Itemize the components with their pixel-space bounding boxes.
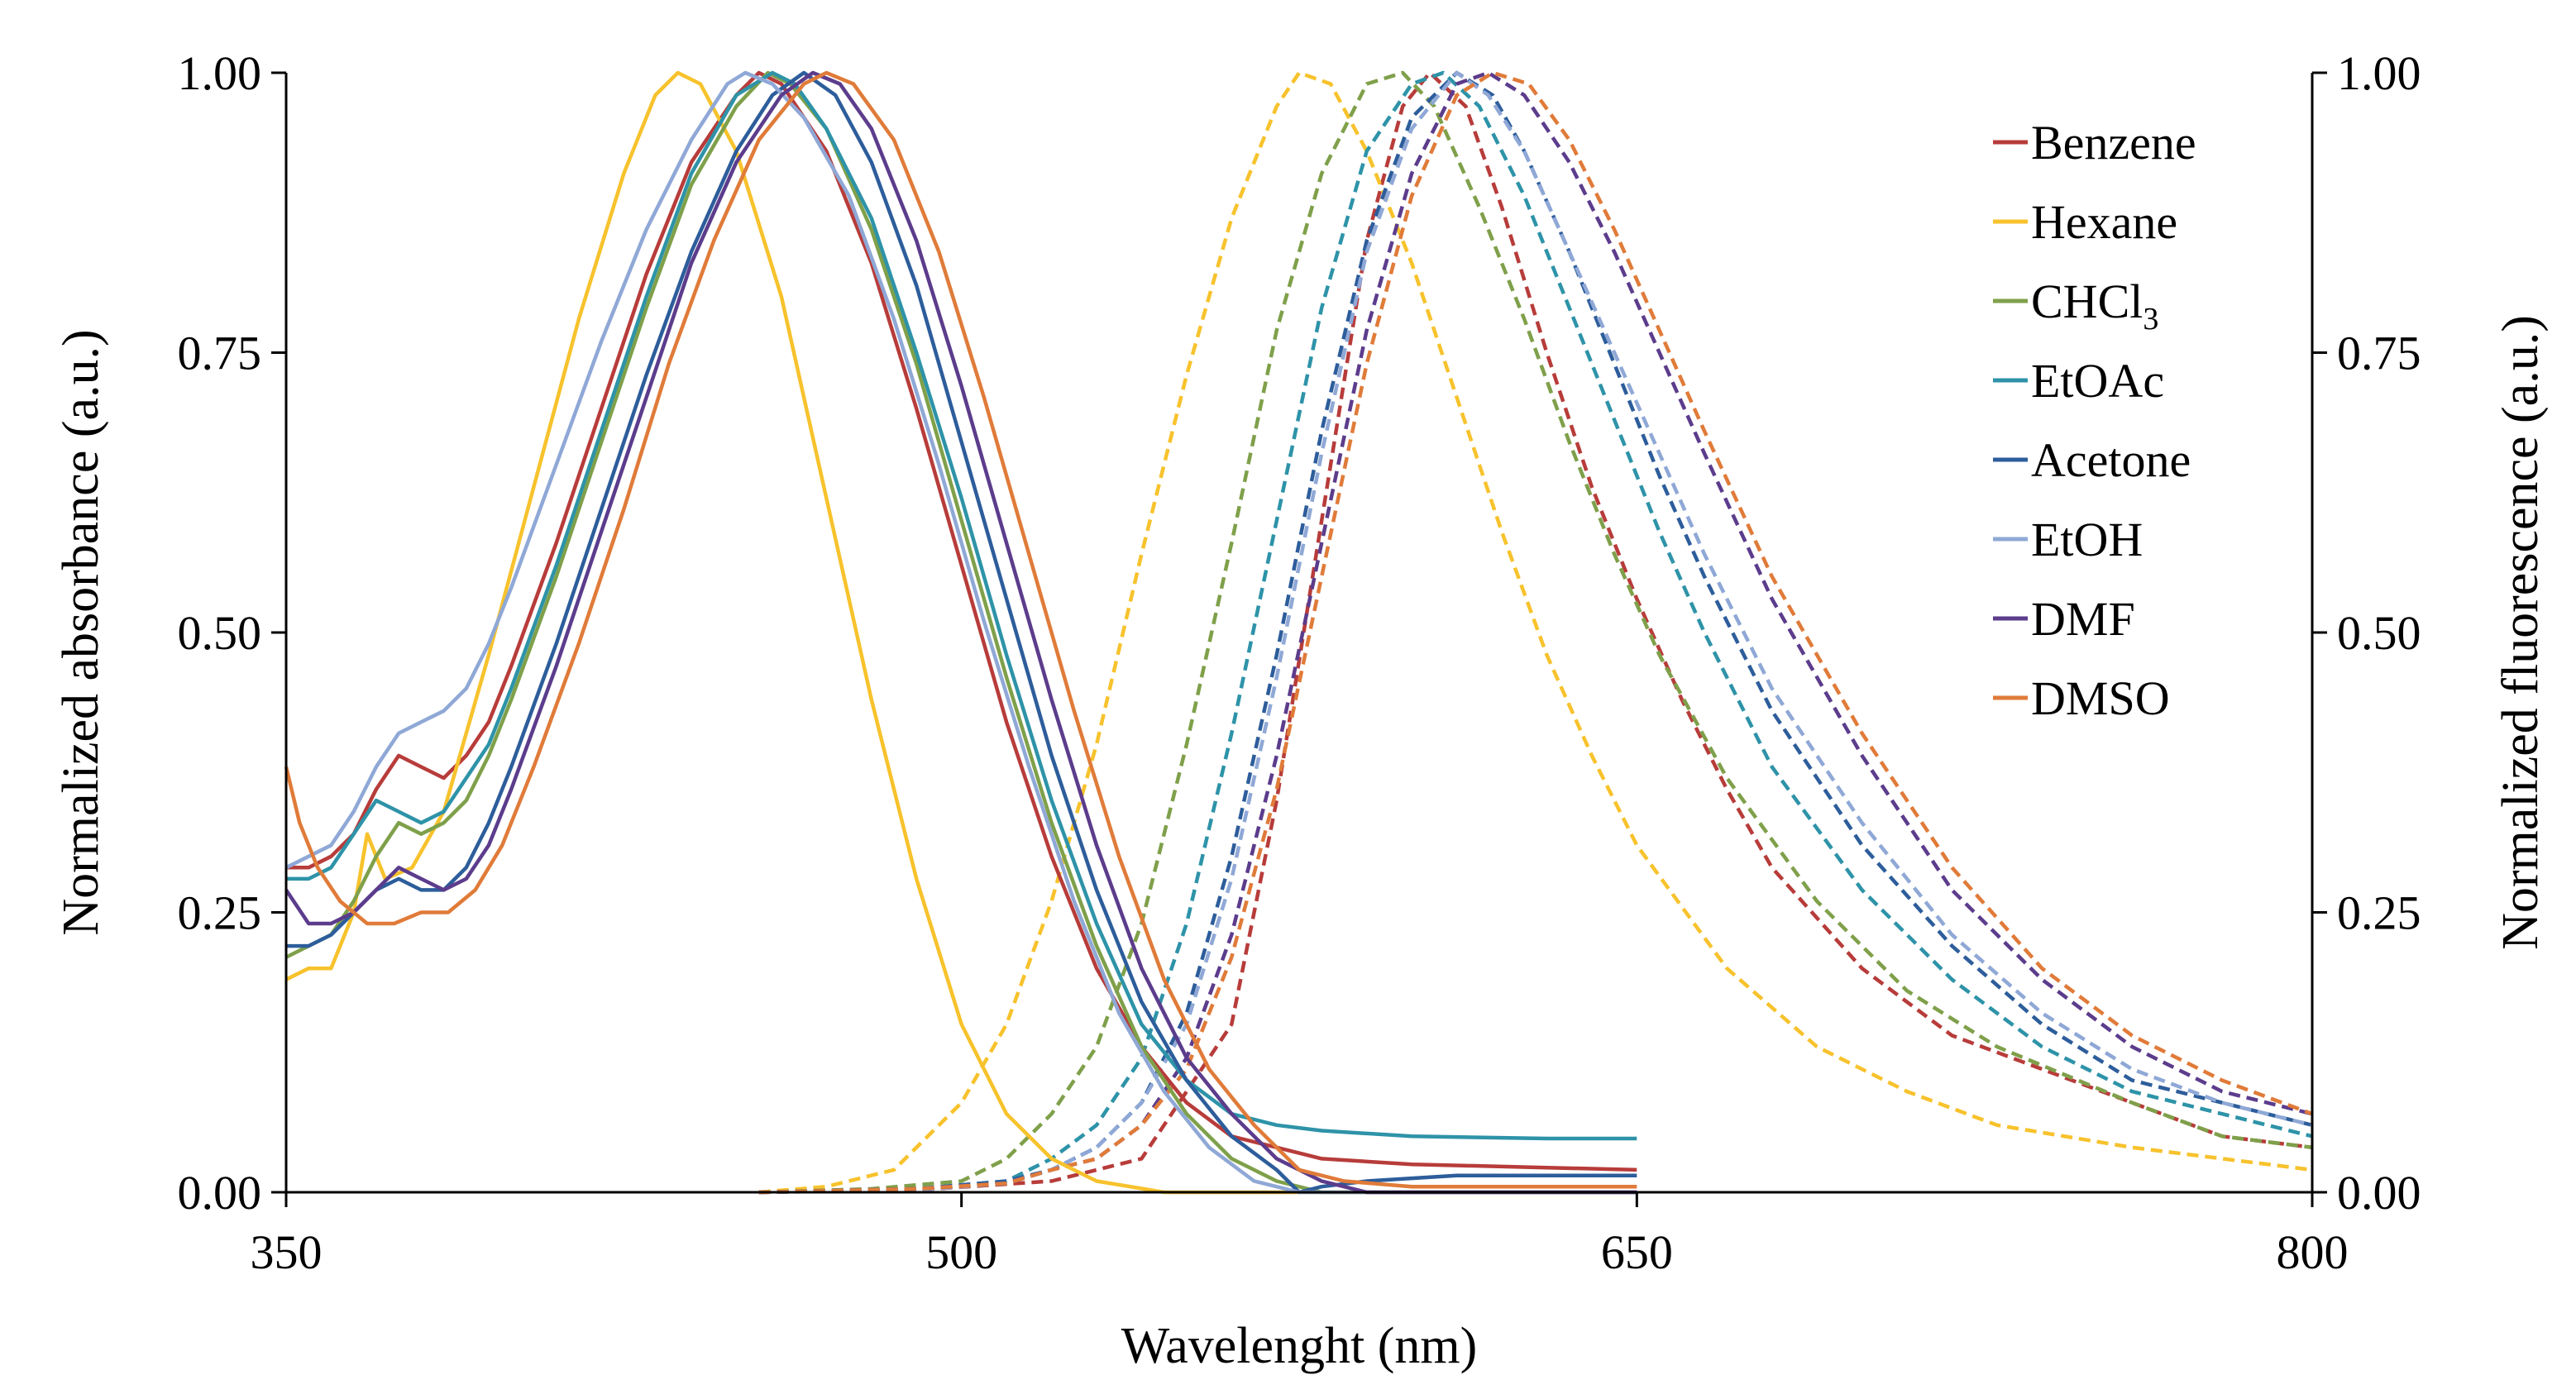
x-tick-label: 800: [2277, 1225, 2349, 1279]
legend-label-text: Hexane: [2031, 195, 2177, 249]
legend-label-benzene: Benzene: [2031, 116, 2196, 169]
legend-label-etoac: EtOAc: [2031, 354, 2164, 408]
fluorescence-line-benzene: [758, 70, 2313, 1195]
legend-label-text: CHCl: [2031, 275, 2143, 328]
fluorescence-line-dmso: [758, 70, 2313, 1195]
y-tick-label-left: 0.00: [178, 1166, 262, 1220]
y-tick-label-left: 1.00: [178, 46, 262, 100]
y-tick-label-right: 0.50: [2337, 606, 2421, 660]
y-tick-label-left: 0.75: [178, 327, 262, 380]
y-tick-label-right: 0.75: [2337, 327, 2421, 380]
legend-label-chcl3: CHCl3: [2031, 275, 2158, 337]
absorbance-line-etoac: [286, 70, 1637, 1141]
absorbance-line-chcl3: [284, 70, 1637, 1195]
y-tick-label-right: 1.00: [2337, 46, 2421, 100]
fluorescence-line-chcl3: [758, 70, 2313, 1195]
y-tick-label-right: 0.00: [2337, 1166, 2421, 1220]
absorbance-line-benzene: [286, 70, 1637, 1172]
absorbance-line-dmf: [284, 70, 1637, 1195]
ticks: 350 500 650 8000.000.250.500.751.000.000.25…: [178, 46, 2421, 1279]
x-tick-label: 350: [251, 1225, 323, 1279]
fluorescence-line-etoac: [758, 70, 2313, 1195]
x-tick-label: 500: [925, 1225, 997, 1279]
axes: [284, 73, 2314, 1194]
absorbance-line-hexane: [284, 70, 1637, 1195]
legend-label-dmf: DMF: [2031, 592, 2135, 646]
legend-label-dmso: DMSO: [2031, 671, 2170, 725]
absorbance-line-etoh: [284, 70, 1637, 1195]
y-axis-right-title: Normalized fluorescence (a.u.): [2492, 315, 2549, 950]
legend-label-text: Benzene: [2031, 116, 2196, 169]
legend-label-text: Acetone: [2031, 433, 2191, 487]
fluorescence-line-hexane: [758, 70, 2313, 1195]
absorbance-line-acetone: [286, 70, 1637, 1195]
legend-label-etoh: EtOH: [2031, 513, 2143, 566]
legend-label-text: EtOH: [2031, 513, 2143, 566]
absorbance-line-dmso: [284, 70, 1637, 1189]
y-tick-label-left: 0.50: [178, 606, 262, 660]
plot-lines: [284, 70, 2313, 1195]
y-tick-label-right: 0.25: [2337, 886, 2421, 940]
legend-label-text: DMSO: [2031, 671, 2170, 725]
legend-label-subscript: 3: [2143, 302, 2158, 337]
legend: Benzene Hexane CHCl3 EtOAc Acetone EtOH DMF DMS…: [1993, 116, 2196, 725]
x-axis-title: Wavelenght (nm): [1121, 1318, 1478, 1374]
legend-label-text: EtOAc: [2031, 354, 2164, 408]
y-tick-label-left: 0.25: [178, 886, 262, 940]
legend-label-acetone: Acetone: [2031, 433, 2191, 487]
y-axis-left-title: Normalized absorbance (a.u.): [53, 329, 109, 935]
legend-label-hexane: Hexane: [2031, 195, 2177, 249]
legend-label-text: DMF: [2031, 592, 2135, 646]
x-tick-label: 650: [1601, 1225, 1673, 1279]
